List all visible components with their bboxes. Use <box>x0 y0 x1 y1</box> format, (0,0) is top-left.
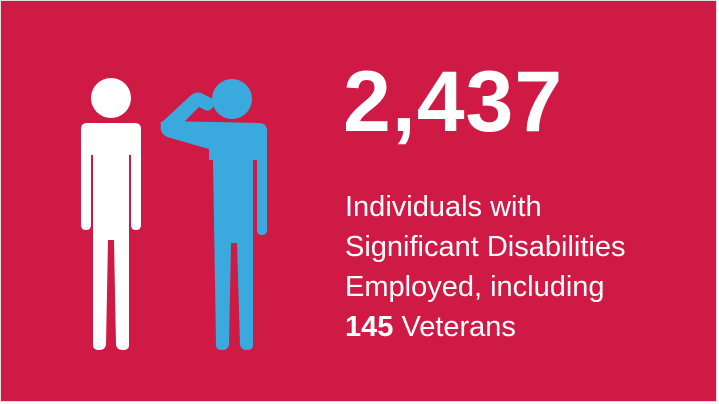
stat-caption: Individuals with Significant Disabilitie… <box>345 187 705 347</box>
employment-stat-number: 2,437 <box>343 54 564 150</box>
veterans-label: Veterans <box>393 311 516 343</box>
caption-line-1: Individuals with <box>345 191 542 223</box>
caption-line-2: Significant Disabilities <box>345 231 626 263</box>
person-saluting-icon <box>160 79 267 350</box>
person-standing-icon <box>81 78 141 350</box>
people-icons-svg <box>81 78 267 350</box>
caption-line-3: Employed, including <box>345 271 605 303</box>
people-illustration <box>59 65 289 350</box>
caption-line-4: 145 Veterans <box>345 307 705 347</box>
veterans-count: 145 <box>345 311 394 343</box>
